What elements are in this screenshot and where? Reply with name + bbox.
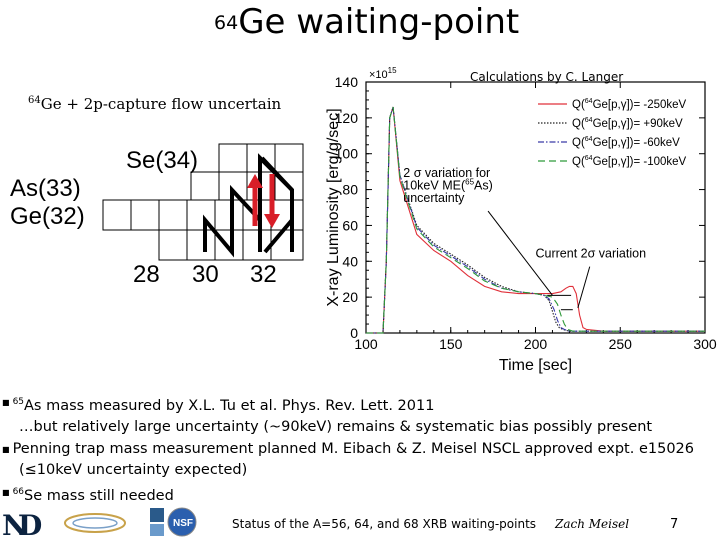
svg-text:NSF: NSF bbox=[173, 518, 193, 529]
y-tick-label: 0 bbox=[350, 325, 358, 341]
x-tick-label: 200 bbox=[524, 336, 548, 352]
cell-ge-3 bbox=[158, 199, 188, 231]
flow-caption-text: Ge + 2p-capture flow uncertain bbox=[40, 95, 282, 113]
y-axis-label: X-ray Luminosity [erg/g/sec] bbox=[325, 108, 342, 306]
bullet-item: (≤10keV uncertainty expected) bbox=[2, 460, 714, 482]
label-ge: Ge(32) bbox=[10, 203, 85, 230]
bullet-item: ■ 66Se mass still needed bbox=[2, 482, 714, 507]
nuclide-grid bbox=[102, 143, 304, 261]
rp-flow-paths bbox=[203, 153, 294, 258]
annotation-pointer bbox=[487, 210, 553, 296]
legend-label: Q(64Ge[p,γ])= -250keV bbox=[572, 98, 687, 111]
y-tick-label: 60 bbox=[342, 217, 358, 233]
label-as: As(33) bbox=[10, 175, 81, 202]
red-arrow-up-head bbox=[247, 174, 263, 188]
svg-text:N: N bbox=[2, 509, 28, 540]
annotation-pointer bbox=[577, 266, 591, 309]
y-tick-label: 100 bbox=[335, 146, 359, 162]
y-tick-label: 40 bbox=[342, 253, 358, 269]
cell-ga-1 bbox=[158, 229, 188, 261]
cell-se-3 bbox=[274, 143, 304, 173]
flow-path-1 bbox=[203, 184, 262, 258]
x-axis-label: Time [sec] bbox=[499, 357, 572, 374]
bullet-dot: ■ bbox=[2, 487, 10, 497]
bullet-text: Se mass still needed bbox=[24, 487, 174, 504]
footer-author: Zach Meisel bbox=[555, 517, 630, 531]
chart-axes: 100 150 200 250 300 0 20 40 60 80 100 120 140 Time [s… bbox=[325, 66, 717, 374]
label-n30: 30 bbox=[192, 261, 219, 288]
flow-mass-number: 64 bbox=[28, 95, 41, 106]
cell-ga-4 bbox=[242, 229, 272, 261]
bullet-list: ■ 65As mass measured by X.L. Tu et al. Ph… bbox=[2, 392, 714, 507]
annotation-text: 10keV ME(65As) bbox=[403, 178, 493, 193]
y-tick-label: 140 bbox=[335, 74, 359, 90]
bullet-text: …but relatively large uncertainty (~90ke… bbox=[19, 419, 653, 436]
nscl-logo bbox=[150, 508, 164, 536]
x-tick-label: 150 bbox=[439, 336, 463, 352]
bullet-item: ■ 65As mass measured by X.L. Tu et al. Ph… bbox=[2, 392, 714, 417]
bullet-mass: 66 bbox=[12, 486, 25, 497]
page-number: 7 bbox=[670, 517, 679, 532]
footer-status: Status of the A=56, 64, and 68 XRB waiti… bbox=[232, 517, 537, 531]
footer-logos: N D NSF bbox=[2, 507, 197, 540]
bullet-text: (≤10keV uncertainty expected) bbox=[19, 462, 248, 479]
annotation-text: uncertainty bbox=[403, 191, 465, 205]
bullet-dot: ■ bbox=[2, 398, 10, 407]
cell-as-1 bbox=[190, 171, 220, 201]
legend-label: Q(64Ge[p,γ])= -60keV bbox=[572, 136, 680, 149]
legend-label: Q(64Ge[p,γ])= +90keV bbox=[572, 117, 683, 130]
bullet-dot: ■ bbox=[2, 444, 10, 454]
bullet-item: ■ Penning trap mass measurement planned M… bbox=[2, 439, 714, 461]
cell-ge-1 bbox=[102, 199, 132, 231]
bullet-text: As mass measured by X.L. Tu et al. Phys.… bbox=[24, 397, 435, 414]
light-curve-chart: 100 150 200 250 300 0 20 40 60 80 100 120 140 Time [s… bbox=[325, 66, 717, 374]
slide-title: 64Ge waiting-point bbox=[214, 2, 519, 42]
series-line bbox=[366, 106, 705, 334]
bullet-mass: 65 bbox=[12, 397, 25, 407]
uncertainty-arrows bbox=[247, 174, 280, 228]
label-n28: 28 bbox=[133, 261, 160, 288]
bullet-text: Penning trap mass measurement planned M.… bbox=[12, 440, 695, 457]
chart-series bbox=[366, 106, 705, 334]
y-tick-label: 20 bbox=[342, 289, 358, 305]
label-n32: 32 bbox=[250, 261, 277, 288]
cell-ge-5 bbox=[214, 199, 244, 231]
nsf-logo: NSF bbox=[167, 507, 197, 537]
chart-legend: Q(64Ge[p,γ])= -250keV Q(64Ge[p,γ])= +90ke… bbox=[538, 98, 687, 168]
y-multiplier: ×1015 bbox=[369, 66, 397, 81]
cell-ga-5 bbox=[270, 229, 304, 261]
title-mass-number: 64 bbox=[214, 12, 239, 34]
title-text: Ge waiting-point bbox=[238, 2, 520, 42]
cell-se-1 bbox=[218, 143, 248, 173]
y-tick-label: 120 bbox=[335, 110, 359, 126]
jina-logo bbox=[64, 513, 126, 533]
notre-dame-logo: N D bbox=[2, 509, 42, 540]
bullet-item: …but relatively large uncertainty (~90ke… bbox=[2, 417, 714, 439]
calculation-credit: Calculations by C. Langer bbox=[470, 70, 624, 84]
y-tick-label: 80 bbox=[342, 182, 358, 198]
red-arrow-down-head bbox=[264, 214, 280, 228]
label-se: Se(34) bbox=[126, 147, 198, 174]
flow-caption: 64Ge + 2p-capture flow uncertain bbox=[28, 95, 281, 113]
legend-label: Q(64Ge[p,γ])= -100keV bbox=[572, 155, 687, 168]
flow-path-3 bbox=[260, 156, 294, 192]
annotation-text: 2 σ variation for bbox=[403, 166, 490, 180]
x-tick-label: 100 bbox=[354, 336, 378, 352]
cell-ge-2 bbox=[130, 199, 160, 231]
nuclide-chart: Se(34) As(33) Ge(32) 28 30 32 bbox=[10, 143, 304, 288]
annotation-current: Current 2σ variation bbox=[536, 247, 647, 261]
svg-text:D: D bbox=[18, 509, 42, 540]
x-tick-label: 300 bbox=[693, 336, 717, 352]
cell-ga-2 bbox=[186, 229, 216, 261]
flow-path-4 bbox=[263, 218, 294, 254]
x-tick-label: 250 bbox=[609, 336, 633, 352]
